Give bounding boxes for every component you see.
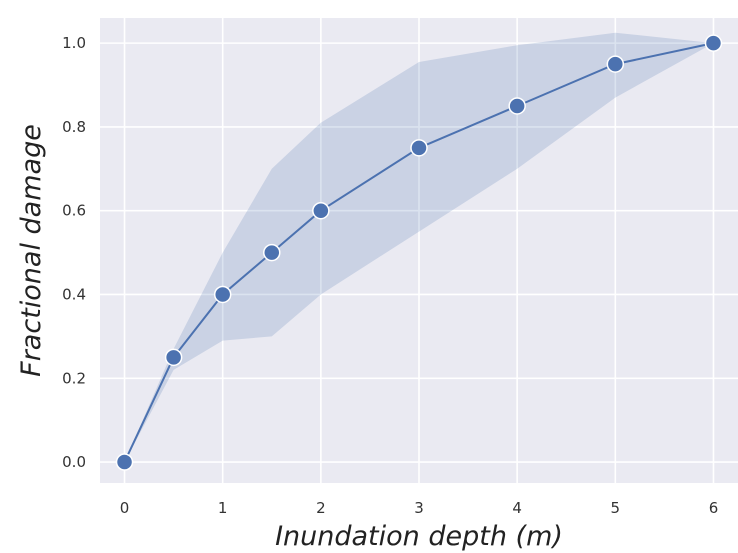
data-point xyxy=(312,201,330,220)
y-tick-label: 0.2 xyxy=(62,369,86,387)
y-tick-label: 0.4 xyxy=(62,285,86,303)
confidence-band xyxy=(124,32,714,463)
x-axis-label: Inundation depth (m) xyxy=(275,521,563,552)
data-point xyxy=(115,453,134,471)
y-tick-label: 0.8 xyxy=(62,118,86,136)
x-tick-labels: 0 1 2 3 4 5 6 xyxy=(120,499,718,517)
y-tick-label: 0.6 xyxy=(62,202,86,220)
y-tick-label: 0.0 xyxy=(62,453,86,471)
data-point xyxy=(213,285,232,304)
data-point xyxy=(410,139,428,157)
x-tick-label: 3 xyxy=(414,499,424,517)
x-tick-label: 1 xyxy=(218,499,228,517)
y-tick-label: 1.0 xyxy=(62,34,86,52)
y-tick-labels: 0.0 0.2 0.4 0.6 0.8 1.0 xyxy=(62,34,86,471)
x-tick-label: 0 xyxy=(120,499,130,517)
x-tick-label: 5 xyxy=(611,499,621,517)
y-axis-label: Fractional damage xyxy=(16,124,47,377)
data-point xyxy=(508,97,526,115)
x-tick-label: 6 xyxy=(709,499,719,517)
grid-lines xyxy=(100,18,738,483)
x-tick-label: 2 xyxy=(316,499,326,517)
data-points xyxy=(115,34,723,471)
data-point xyxy=(704,34,723,52)
x-tick-label: 4 xyxy=(512,499,522,517)
data-point xyxy=(164,348,183,367)
data-point xyxy=(263,243,281,262)
data-point xyxy=(606,55,625,73)
